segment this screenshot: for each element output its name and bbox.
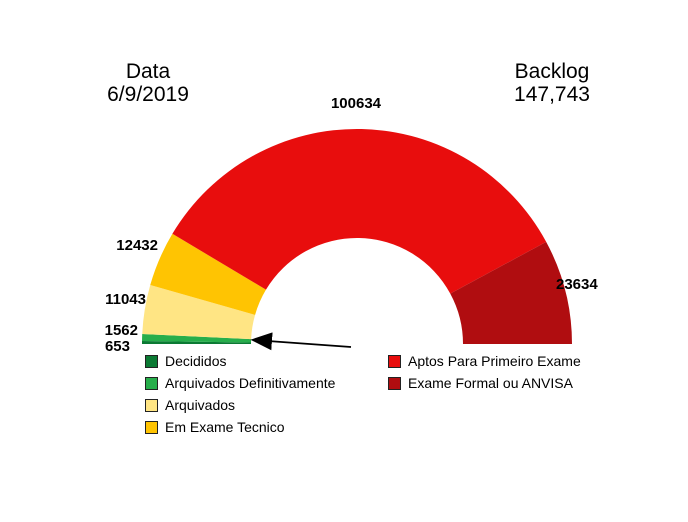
legend-right-column: Aptos Para Primeiro Exame Exame Formal ou… (388, 350, 581, 394)
gauge-segment-aptos-para-primeiro-exame (172, 128, 547, 294)
gauge-segment-arquivados-definitivamente (142, 334, 252, 343)
value-label-arquivados-definitivamente: 1562 (104, 322, 138, 339)
gauge-segment-decididos (142, 341, 252, 344)
legend-swatch-icon (388, 354, 401, 368)
legend-label: Decididos (165, 353, 227, 369)
gauge-segment-em-exame-tecnico (150, 233, 266, 315)
legend-label: Aptos Para Primeiro Exame (408, 353, 581, 369)
legend-item-decididos: Decididos (145, 350, 335, 372)
date-header: Data 6/9/2019 (63, 60, 233, 106)
legend-label: Arquivados Definitivamente (165, 375, 336, 391)
value-label-aptos-para-primeiro-exame: 100634 (330, 95, 382, 112)
legend-swatch-icon (145, 376, 158, 390)
legend-item-arquivados-definitivamente: Arquivados Definitivamente (145, 372, 335, 394)
legend-swatch-icon (145, 354, 158, 368)
legend-swatch-icon (145, 420, 158, 434)
date-value: 6/9/2019 (107, 83, 189, 106)
legend-swatch-icon (388, 376, 401, 390)
value-label-arquivados: 11043 (105, 291, 146, 308)
gauge-segments (142, 128, 572, 344)
legend-item-arquivados: Arquivados (145, 394, 335, 416)
value-label-exame-formal-ou-anvisa: 23634 (556, 276, 598, 293)
legend-label: Arquivados (165, 397, 236, 413)
backlog-label: Backlog (514, 60, 590, 83)
legend-label: Exame Formal ou ANVISA (408, 375, 573, 391)
value-label-decididos: 653 (104, 338, 130, 355)
legend-label: Em Exame Tecnico (165, 419, 285, 435)
legend-item-em-exame-tecnico: Em Exame Tecnico (145, 416, 335, 438)
date-label: Data (125, 60, 171, 83)
legend-left-column: Decididos Arquivados Definitivamente Arqui… (145, 350, 335, 438)
gauge-segment-arquivados (142, 285, 256, 340)
legend-swatch-icon (145, 398, 158, 412)
legend-item-aptos-para-primeiro-exame: Aptos Para Primeiro Exame (388, 350, 581, 372)
arrow-annotation (250, 332, 352, 351)
gauge-segment-exame-formal-ou-anvisa (450, 241, 572, 344)
backlog-header: Backlog 147,743 (467, 60, 637, 106)
value-label-em-exame-tecnico: 12432 (116, 237, 158, 254)
backlog-value: 147,743 (514, 83, 590, 106)
legend-item-exame-formal-ou-anvisa: Exame Formal ou ANVISA (388, 372, 581, 394)
